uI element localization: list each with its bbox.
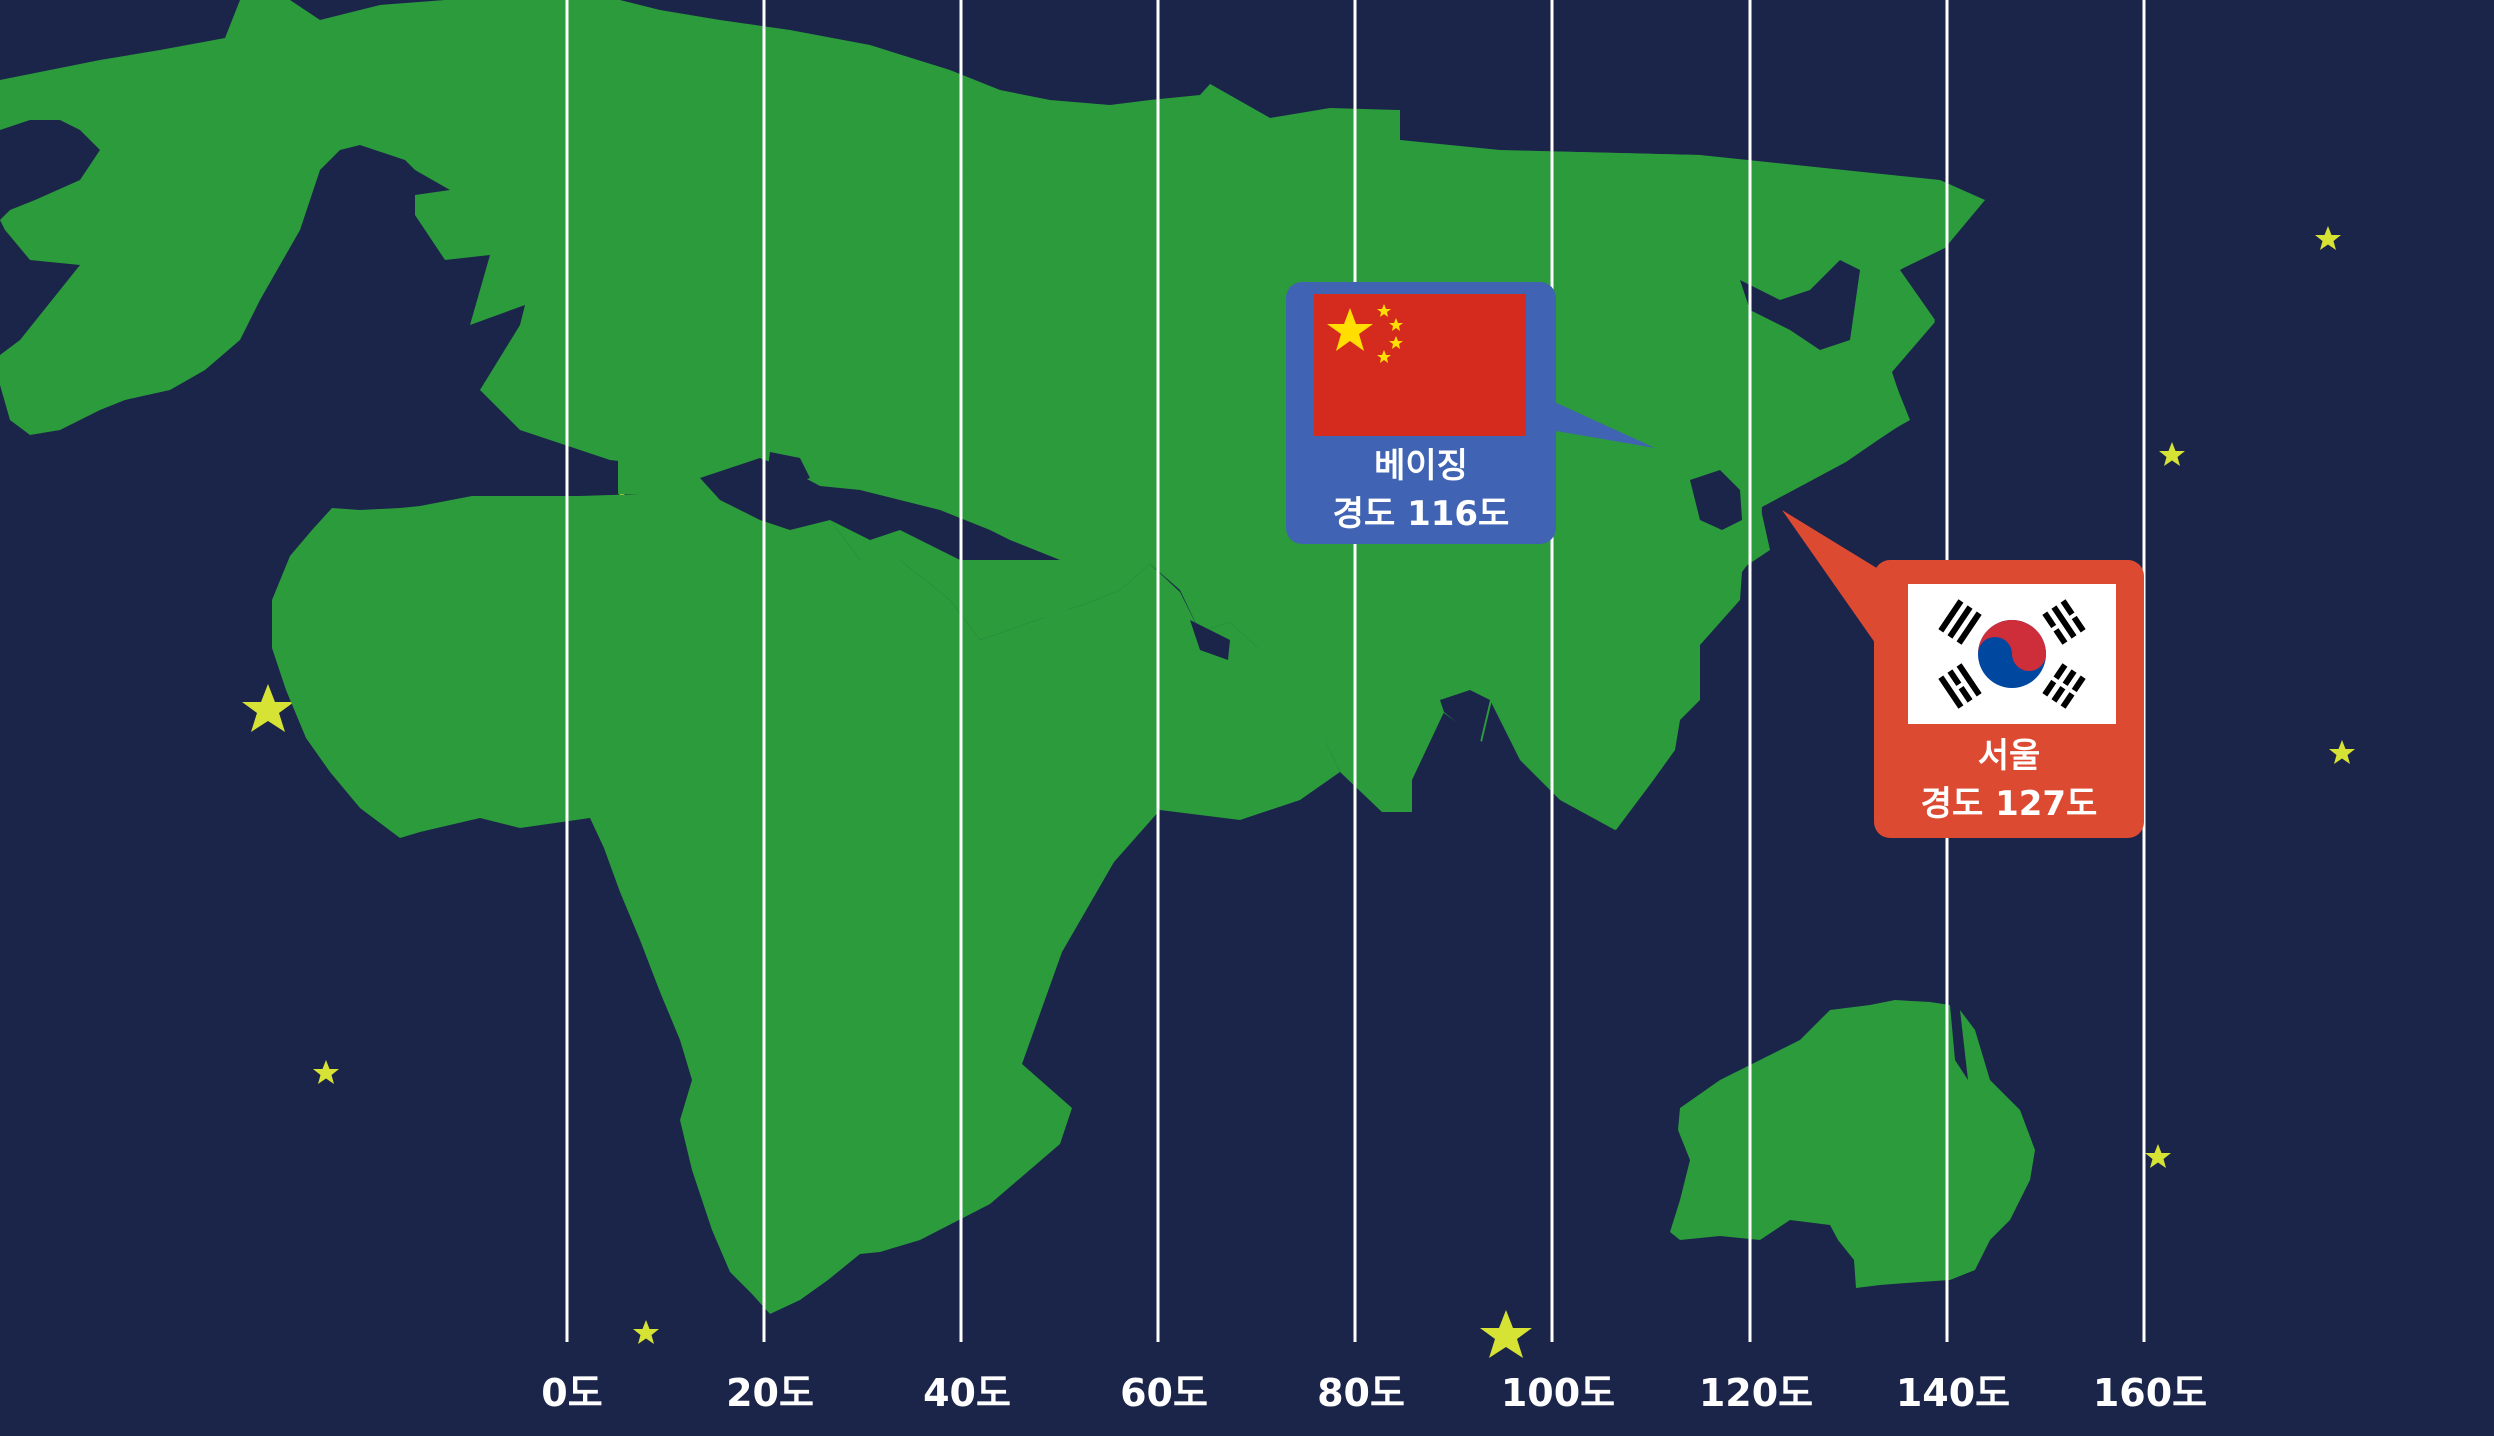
meridian-label-160: 160도 bbox=[2092, 1371, 2208, 1415]
star-icon bbox=[2329, 740, 2355, 764]
star-icon bbox=[1480, 1310, 1532, 1358]
meridian-label-20: 20도 bbox=[726, 1371, 814, 1415]
star-icon bbox=[242, 684, 294, 732]
australia-shape bbox=[1670, 1000, 2035, 1288]
star-icon bbox=[2159, 442, 2185, 466]
beijing-callout: 베이징 경도 116도 bbox=[1286, 282, 1556, 544]
star-icon bbox=[313, 1060, 339, 1084]
persian-gulf bbox=[1190, 620, 1230, 660]
meridians bbox=[565, 0, 2146, 1342]
beijing-longitude: 경도 116도 bbox=[1332, 494, 1510, 534]
okhotsk-sea bbox=[1740, 260, 1860, 350]
meridian-label-80: 80도 bbox=[1317, 1371, 1405, 1415]
bay-of-bengal bbox=[1440, 690, 1490, 742]
meridian-label-120: 120도 bbox=[1698, 1371, 1814, 1415]
china-flag bbox=[1314, 294, 1526, 436]
meridian-label-40: 40도 bbox=[923, 1371, 1011, 1415]
beijing-pointer bbox=[1550, 400, 1655, 448]
black-sea bbox=[768, 452, 810, 484]
star-icon bbox=[2145, 1144, 2171, 1168]
africa-shape bbox=[272, 494, 1340, 1314]
seoul-longitude: 경도 127도 bbox=[1920, 784, 2098, 824]
beijing-name: 베이징 bbox=[1374, 446, 1468, 486]
seoul-pointer bbox=[1782, 510, 1880, 650]
yellow-sea bbox=[1690, 470, 1742, 530]
korea-flag bbox=[1908, 584, 2116, 724]
seoul-name: 서울 bbox=[1977, 736, 2041, 776]
meridian-label-60: 60도 bbox=[1120, 1371, 1208, 1415]
seoul-callout: 서울 경도 127도 bbox=[1874, 560, 2144, 838]
star-icon bbox=[2315, 226, 2341, 250]
star-icon bbox=[633, 1320, 659, 1344]
meridian-label-140: 140도 bbox=[1895, 1371, 2011, 1415]
water bbox=[700, 260, 1860, 742]
meridian-label-0: 0도 bbox=[541, 1371, 603, 1415]
meridian-label-100: 100도 bbox=[1500, 1371, 1616, 1415]
